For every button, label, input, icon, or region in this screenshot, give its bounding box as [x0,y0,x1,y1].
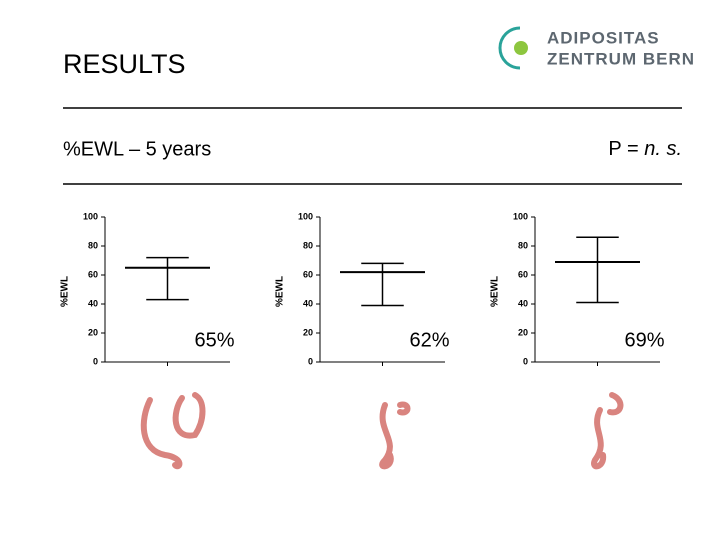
logo-arc [498,26,521,70]
y-tick-label: 60 [518,269,528,279]
y-tick-label: 60 [303,269,313,279]
logo-dot [514,41,528,55]
subtitle: %EWL – 5 years [63,138,211,160]
y-tick-label: 100 [513,211,528,221]
y-tick-label: 60 [88,269,98,279]
slide-title: RESULTS [63,49,186,79]
y-axis-label: %EWL [490,276,501,307]
y-tick-label: 100 [83,211,98,221]
y-tick-label: 100 [298,211,313,221]
y-tick-label: 80 [303,240,313,250]
y-tick-label: 80 [518,240,528,250]
stomach-drawing [397,401,411,416]
value-label: 62% [409,329,449,351]
stomach-drawing [172,392,206,439]
stomach-drawing [607,392,624,416]
y-axis-label: %EWL [275,276,286,307]
logo-text: ZENTRUM BERN [547,49,695,68]
y-tick-label: 20 [518,327,528,337]
y-tick-label: 40 [518,298,528,308]
value-label: 65% [194,329,234,351]
y-tick-label: 40 [88,298,98,308]
y-tick-label: 40 [303,298,313,308]
value-label: 69% [624,329,664,351]
p-value: P = n. s. [608,138,682,160]
y-tick-label: 0 [523,356,528,366]
y-tick-label: 0 [93,356,98,366]
logo: ADIPOSITAS ZENTRUM BERN [498,26,695,70]
y-tick-label: 80 [88,240,98,250]
stomach-drawing [379,402,394,470]
y-tick-label: 0 [308,356,313,366]
y-axis-label: %EWL [60,276,71,307]
p-label: P = [608,138,638,160]
p-value-text: n. s. [644,138,682,160]
stomach-drawing [140,397,183,470]
stomach-drawing [591,407,607,470]
y-tick-label: 20 [303,327,313,337]
y-tick-label: 20 [88,327,98,337]
illustration [140,392,624,470]
logo-text: ADIPOSITAS [547,28,660,47]
